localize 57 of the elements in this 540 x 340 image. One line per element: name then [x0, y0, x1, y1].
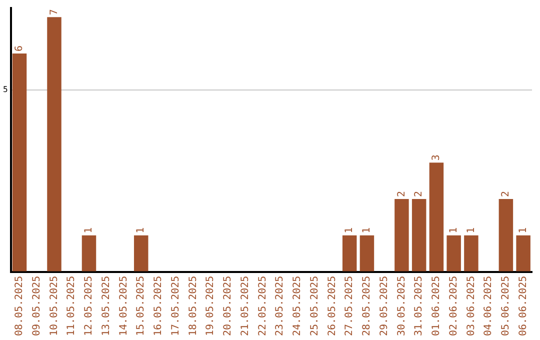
x-tick-label: 16.05.2025 — [153, 276, 164, 336]
bar — [516, 235, 530, 272]
x-tick-label: 01.06.2025 — [431, 276, 442, 336]
x-tick-label: 04.06.2025 — [483, 276, 494, 336]
x-tick-label: 24.05.2025 — [292, 276, 304, 336]
data-label: 6 — [14, 45, 26, 52]
data-label: 1 — [84, 227, 95, 234]
x-tick-label: 26.05.2025 — [326, 276, 338, 336]
data-label: 1 — [448, 227, 460, 234]
bar — [342, 235, 357, 272]
x-tick-label: 27.05.2025 — [344, 276, 356, 336]
x-tick-label: 09.05.2025 — [31, 276, 42, 336]
data-label: 2 — [414, 190, 425, 198]
x-tick-label: 30.05.2025 — [396, 276, 408, 336]
data-label: 1 — [518, 227, 529, 234]
x-tick-label: 12.05.2025 — [84, 276, 95, 336]
bar — [412, 199, 426, 272]
data-label: 1 — [466, 227, 477, 234]
data-label: 2 — [500, 190, 512, 198]
data-label: 1 — [362, 227, 373, 234]
x-tick-label: 13.05.2025 — [100, 276, 112, 336]
x-tick-label: 28.05.2025 — [362, 276, 373, 336]
bar — [429, 162, 444, 272]
x-tick-label: 03.06.2025 — [466, 276, 477, 336]
bar — [12, 53, 27, 272]
x-tick-label: 18.05.2025 — [188, 276, 199, 336]
x-tick-label: 15.05.2025 — [136, 276, 147, 336]
x-tick-label: 10.05.2025 — [48, 276, 60, 336]
data-label: 3 — [431, 154, 442, 161]
x-tick-label: 22.05.2025 — [257, 276, 268, 336]
x-tick-label: 31.05.2025 — [414, 276, 425, 336]
data-label: 2 — [396, 190, 408, 198]
data-label: 1 — [136, 227, 147, 234]
bar — [134, 235, 148, 272]
x-tick-label: 08.05.2025 — [14, 276, 26, 336]
data-label: 1 — [344, 227, 356, 234]
bar — [82, 235, 96, 272]
x-tick-label: 25.05.2025 — [309, 276, 320, 336]
y-tick-label: 5 — [2, 84, 8, 94]
x-tick-label: 14.05.2025 — [118, 276, 130, 336]
data-label: 7 — [48, 9, 60, 16]
x-tick-label: 17.05.2025 — [170, 276, 182, 336]
bar — [394, 199, 409, 272]
x-tick-label: 20.05.2025 — [222, 276, 234, 336]
bar — [464, 235, 478, 272]
x-tick-label: 21.05.2025 — [240, 276, 251, 336]
x-tick-label: 06.06.2025 — [518, 276, 529, 336]
x-tick-label: 11.05.2025 — [66, 276, 78, 336]
x-tick-label: 23.05.2025 — [274, 276, 286, 336]
bar — [360, 235, 374, 272]
x-tick-label: 29.05.2025 — [378, 276, 390, 336]
bar — [47, 17, 62, 272]
x-tick-label: 02.06.2025 — [448, 276, 460, 336]
bar — [446, 235, 461, 272]
bar — [498, 199, 514, 272]
x-tick-label: 19.05.2025 — [205, 276, 216, 336]
x-tick-label: 05.06.2025 — [500, 276, 512, 336]
